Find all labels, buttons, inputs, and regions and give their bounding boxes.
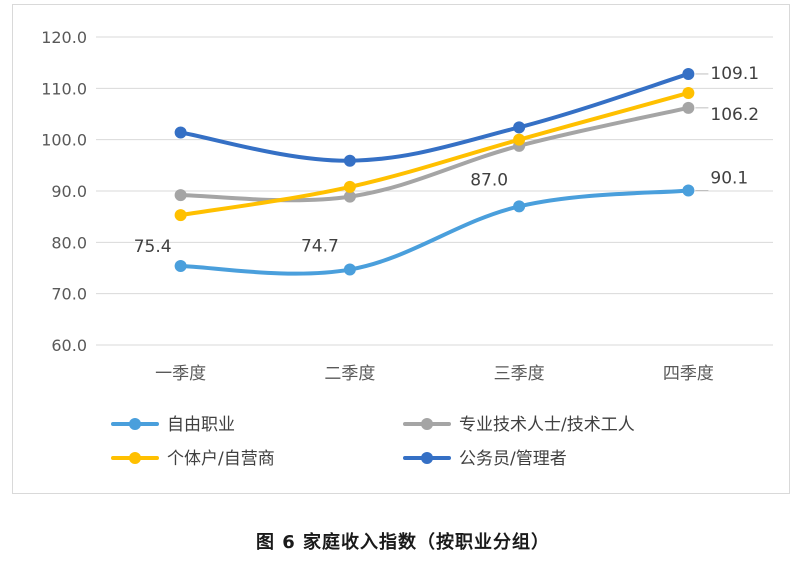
series-line [178, 188, 691, 276]
legend-label: 专业技术人士/技术工人 [459, 415, 635, 435]
data-point [513, 133, 526, 146]
y-tick-label: 110.0 [41, 79, 87, 98]
y-tick-label: 90.0 [51, 182, 87, 201]
y-tick-label: 120.0 [41, 28, 87, 47]
data-label: 74.7 [301, 237, 339, 257]
data-point [343, 180, 356, 193]
legend-swatch-marker [421, 452, 433, 464]
legend-swatch-marker [421, 418, 433, 430]
data-label: 87.0 [470, 170, 508, 190]
legend-swatch-marker [129, 452, 141, 464]
x-tick-label: 三季度 [494, 364, 545, 384]
data-point [682, 67, 695, 80]
y-tick-label: 60.0 [51, 336, 87, 355]
data-point [174, 189, 187, 202]
data-label: 90.1 [710, 168, 748, 188]
y-tick-label: 80.0 [51, 233, 87, 252]
data-point [682, 184, 695, 197]
data-point [513, 200, 526, 213]
data-label: 75.4 [134, 237, 172, 257]
legend-label: 公务员/管理者 [459, 449, 567, 469]
data-label: 109.1 [710, 64, 759, 84]
series-line [178, 71, 691, 163]
line-chart: 60.0 70.0 80.0 90.0 100.0 110.0 120.0 一季度 二季度 三季度… [41, 28, 773, 469]
data-point [343, 263, 356, 276]
data-point [682, 101, 695, 114]
series-line [178, 90, 691, 218]
data-point [174, 126, 187, 139]
legend-label: 个体户/自营商 [167, 449, 275, 469]
data-point [343, 190, 356, 203]
chart-frame: 60.0 70.0 80.0 90.0 100.0 110.0 120.0 一季度 二季度 三季度… [12, 4, 790, 494]
series-line [178, 105, 691, 203]
figure-caption: 图 6 家庭收入指数（按职业分组） [255, 532, 551, 553]
y-tick-label: 70.0 [51, 285, 87, 304]
data-point [174, 259, 187, 272]
data-point [682, 86, 695, 99]
x-tick-label: 四季度 [663, 364, 714, 384]
data-point [513, 121, 526, 134]
data-point [174, 209, 187, 222]
legend-label: 自由职业 [167, 415, 235, 435]
x-tick-label: 一季度 [155, 364, 206, 384]
x-tick-label: 二季度 [324, 364, 375, 384]
data-point [343, 154, 356, 167]
y-tick-label: 100.0 [41, 131, 87, 150]
legend-swatch-marker [129, 418, 141, 430]
data-label: 106.2 [710, 105, 759, 125]
